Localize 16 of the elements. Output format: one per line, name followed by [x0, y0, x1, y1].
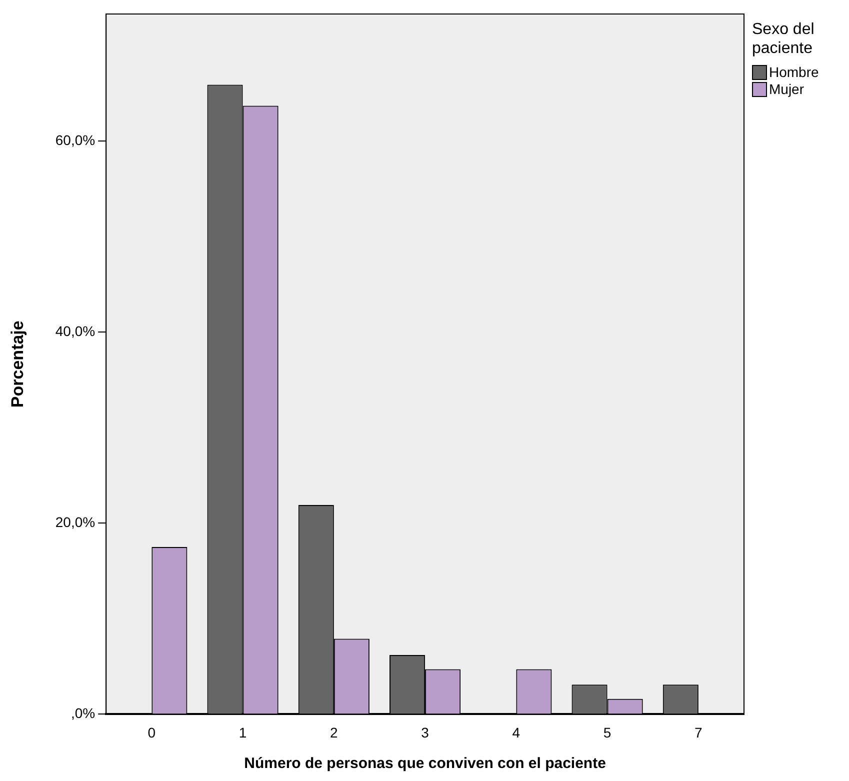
- y-axis-title: Porcentaje: [8, 320, 27, 408]
- legend-label: Mujer: [769, 81, 804, 98]
- y-tick-label: 40,0%: [55, 322, 96, 339]
- y-tick-label: ,0%: [70, 705, 96, 722]
- y-tick-label: 60,0%: [55, 132, 96, 148]
- x-tick-label: 7: [694, 724, 703, 740]
- x-tick-label: 2: [330, 724, 338, 740]
- x-tick-label: 5: [603, 724, 612, 740]
- legend-title: Sexo del paciente: [752, 20, 816, 58]
- y-tick-label: 20,0%: [55, 514, 96, 530]
- legend-label: Hombre: [769, 64, 819, 81]
- x-tick-label: 3: [421, 724, 430, 740]
- x-axis-title: Número de personas que conviven con el paciente: [244, 755, 606, 772]
- x-tick-label: 0: [148, 724, 156, 740]
- x-tick-label: 4: [512, 724, 520, 740]
- x-tick-label: 1: [238, 724, 247, 740]
